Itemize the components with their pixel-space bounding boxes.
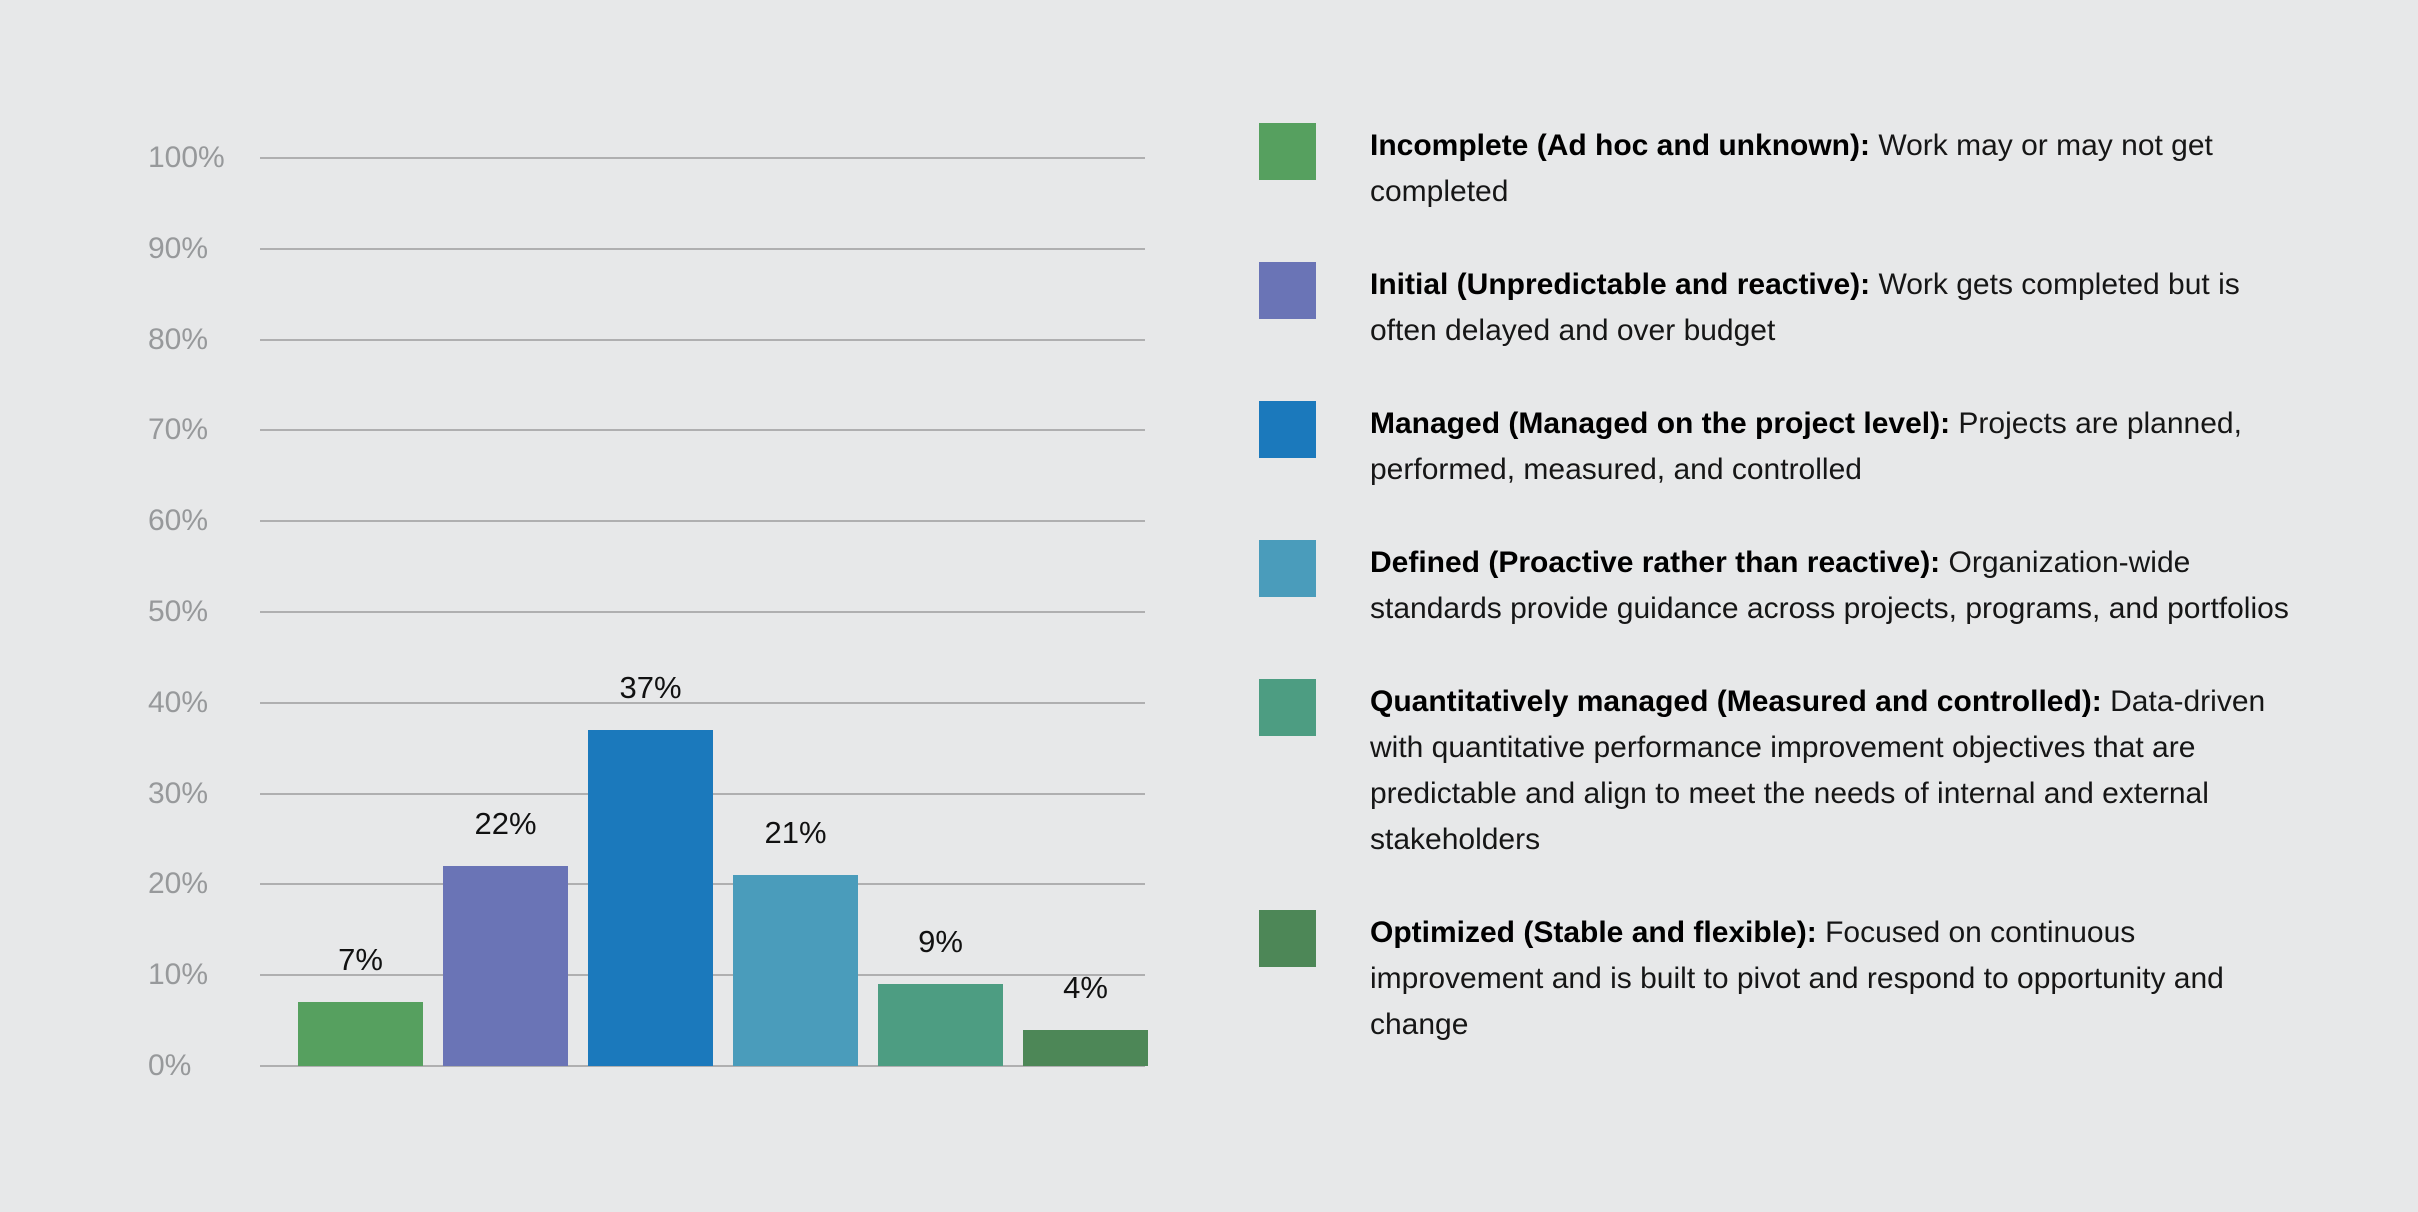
y-axis-tick-label: 80% bbox=[148, 322, 209, 356]
gridline-60 bbox=[260, 520, 1145, 523]
y-axis-tick-label: 20% bbox=[148, 867, 209, 901]
gridline-90 bbox=[260, 247, 1145, 250]
bar-value-label-incomplete: 7% bbox=[338, 942, 383, 978]
bar-incomplete bbox=[298, 1002, 423, 1066]
y-axis-tick-label: 30% bbox=[148, 776, 209, 810]
bar-value-label-optimized: 4% bbox=[1063, 969, 1108, 1005]
gridline-80 bbox=[260, 338, 1145, 341]
legend-item-title: Incomplete (Ad hoc and unknown): bbox=[1370, 129, 1870, 162]
legend-swatch-defined bbox=[1259, 540, 1316, 597]
legend-item-description: Projects are planned, performed, measure… bbox=[1370, 407, 2242, 486]
legend-swatch-optimized bbox=[1259, 910, 1316, 967]
legend-item-description: Organization-wide standards provide guid… bbox=[1370, 546, 2289, 625]
legend-item-incomplete: Incomplete (Ad hoc and unknown): Work ma… bbox=[1259, 123, 2310, 215]
legend-text: Optimized (Stable and flexible): Focused… bbox=[1370, 910, 2310, 1048]
chart-legend: Incomplete (Ad hoc and unknown): Work ma… bbox=[1259, 123, 2310, 1048]
bar-defined bbox=[733, 875, 858, 1066]
legend-item-description: Focused on continuous improvement and is… bbox=[1370, 916, 2224, 1041]
legend-swatch-initial bbox=[1259, 262, 1316, 319]
legend-text: Quantitatively managed (Measured and con… bbox=[1370, 679, 2310, 863]
gridline-0 bbox=[260, 1065, 1145, 1067]
legend-item-optimized: Optimized (Stable and flexible): Focused… bbox=[1259, 910, 2310, 1048]
legend-item-title: Quantitatively managed (Measured and con… bbox=[1370, 685, 2102, 718]
legend-swatch-incomplete bbox=[1259, 123, 1316, 180]
gridline-50 bbox=[260, 611, 1145, 613]
y-axis-tick-label: 10% bbox=[148, 958, 209, 992]
legend-item-title: Managed (Managed on the project level): bbox=[1370, 407, 1951, 440]
legend-text: Managed (Managed on the project level): … bbox=[1370, 401, 2310, 493]
y-axis-tick-label: 70% bbox=[148, 413, 209, 447]
legend-item-title: Optimized (Stable and flexible): bbox=[1370, 916, 1817, 949]
legend-item-description: Data-driven with quantitative performanc… bbox=[1370, 685, 2266, 856]
legend-text: Defined (Proactive rather than reactive)… bbox=[1370, 540, 2310, 632]
bar-value-label-quantitatively-managed: 9% bbox=[918, 924, 963, 960]
bar-value-label-defined: 21% bbox=[764, 815, 827, 851]
legend-text: Incomplete (Ad hoc and unknown): Work ma… bbox=[1370, 123, 2310, 215]
bar-optimized bbox=[1023, 1029, 1148, 1066]
bar-value-label-managed: 37% bbox=[619, 670, 682, 706]
gridline-40 bbox=[260, 701, 1145, 704]
bar-initial bbox=[443, 866, 568, 1066]
legend-swatch-quantitatively-managed bbox=[1259, 679, 1316, 736]
legend-item-managed: Managed (Managed on the project level): … bbox=[1259, 401, 2310, 493]
y-axis-tick-label: 90% bbox=[148, 231, 209, 265]
legend-item-description: Work gets completed but is often delayed… bbox=[1370, 268, 2240, 347]
y-axis-tick-label: 60% bbox=[148, 504, 209, 538]
legend-item-description: Work may or may not get completed bbox=[1370, 129, 2213, 208]
bar-managed bbox=[588, 730, 713, 1066]
legend-item-quantitatively-managed: Quantitatively managed (Measured and con… bbox=[1259, 679, 2310, 863]
legend-item-title: Initial (Unpredictable and reactive): bbox=[1370, 268, 1871, 301]
legend-item-title: Defined (Proactive rather than reactive)… bbox=[1370, 546, 1941, 579]
y-axis-tick-label: 100% bbox=[148, 141, 225, 174]
gridline-100 bbox=[260, 157, 1145, 159]
y-axis-tick-label: 0% bbox=[148, 1049, 192, 1082]
legend-item-initial: Initial (Unpredictable and reactive): Wo… bbox=[1259, 262, 2310, 354]
legend-swatch-managed bbox=[1259, 401, 1316, 458]
bar-quantitatively-managed bbox=[878, 984, 1003, 1066]
y-axis-tick-label: 50% bbox=[148, 595, 209, 628]
bar-value-label-initial: 22% bbox=[474, 806, 537, 842]
legend-item-defined: Defined (Proactive rather than reactive)… bbox=[1259, 540, 2310, 632]
gridline-70 bbox=[260, 429, 1145, 432]
legend-text: Initial (Unpredictable and reactive): Wo… bbox=[1370, 262, 2310, 354]
y-axis-tick-label: 40% bbox=[148, 685, 209, 719]
